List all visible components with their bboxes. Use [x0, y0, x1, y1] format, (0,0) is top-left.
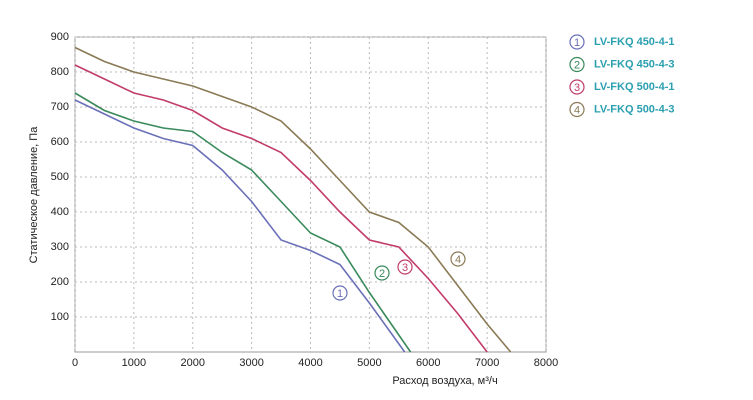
annotation-circle	[332, 285, 348, 301]
legend-marker	[569, 34, 585, 50]
legend-marker-label: 2	[574, 59, 580, 71]
legend-label: LV-FKQ 450-4-3	[594, 58, 675, 70]
legend-marker-label: 4	[574, 104, 580, 116]
y-tick-label: 500	[51, 171, 69, 183]
x-axis-label: Расход воздуха, м³/ч	[392, 375, 497, 387]
legend-marker	[569, 79, 585, 95]
x-tick-label: 8000	[534, 357, 558, 369]
plot-area	[74, 36, 547, 353]
y-tick-label: 200	[51, 276, 69, 288]
y-tick-label: 100	[51, 311, 69, 323]
x-tick-label: 0	[72, 357, 78, 369]
y-tick-label: 400	[51, 206, 69, 218]
series-line	[74, 99, 406, 353]
x-tick-label: 6000	[416, 357, 440, 369]
legend-marker	[569, 56, 585, 73]
x-tick-label: 5000	[357, 357, 381, 369]
legend-marker-label: 3	[574, 82, 580, 94]
legend-marker	[569, 101, 585, 118]
x-tick-label: 3000	[239, 357, 263, 369]
annotation-circle	[450, 251, 466, 267]
series-line	[74, 92, 412, 353]
x-tick-label: 7000	[475, 357, 499, 369]
y-axis-label: Статическое давление, Па	[28, 126, 40, 264]
annotation-circle	[397, 259, 413, 275]
annotation-label: 3	[402, 262, 408, 274]
legend-label: LV-FKQ 500-4-3	[594, 103, 675, 115]
series-line	[74, 64, 488, 353]
legend-label: LV-FKQ 500-4-1	[594, 81, 675, 93]
y-tick-label: 700	[51, 101, 69, 113]
x-tick-label: 2000	[181, 357, 205, 369]
x-tick-label: 4000	[298, 357, 322, 369]
legend-marker-label: 1	[574, 37, 580, 49]
y-tick-label: 300	[51, 241, 69, 253]
y-tick-label: 800	[51, 66, 69, 78]
y-tick-label: 900	[51, 31, 69, 43]
legend-label: LV-FKQ 450-4-1	[594, 36, 675, 48]
annotation-circle	[374, 265, 390, 281]
x-tick-label: 1000	[122, 357, 146, 369]
annotation-label: 1	[337, 288, 343, 300]
y-tick-label: 600	[51, 136, 69, 148]
annotation-label: 2	[379, 268, 385, 280]
series-line	[74, 46, 512, 353]
annotation-label: 4	[455, 254, 461, 266]
